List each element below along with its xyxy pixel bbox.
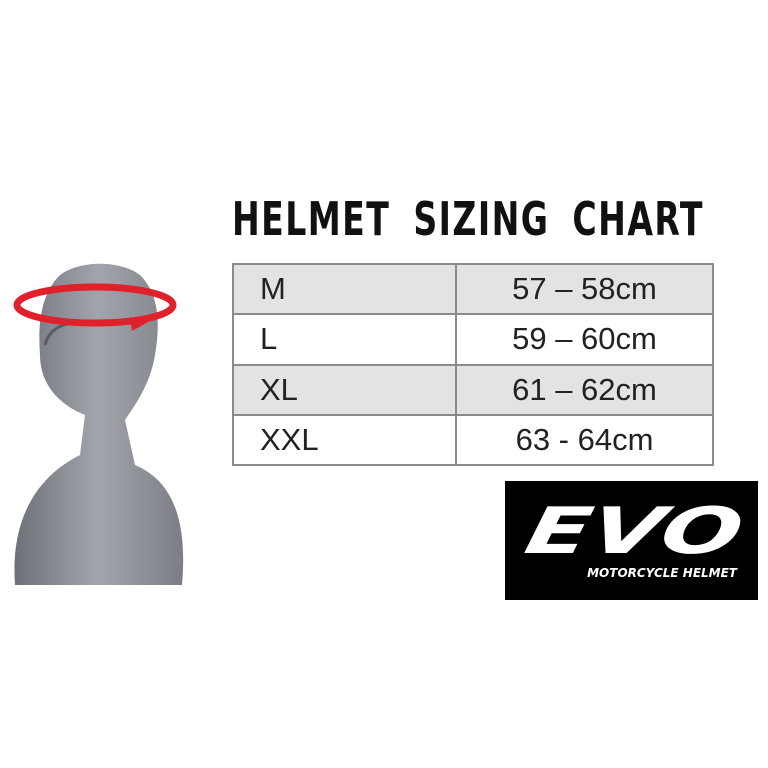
size-cell: XL (232, 363, 457, 416)
size-cell: M (232, 262, 457, 316)
sizing-table: M 57 – 58cm L 59 – 60cm XL 61 – 62cm XXL… (232, 262, 714, 467)
table-row: XXL 63 - 64cm (232, 413, 714, 467)
range-cell: 57 – 58cm (455, 262, 714, 316)
size-cell: L (232, 313, 457, 366)
measurement-arrow-icon (13, 283, 177, 331)
table-row: L 59 – 60cm (232, 313, 714, 366)
chart-title: HELMET SIZING CHART (232, 192, 704, 246)
evo-logo: EVO MOTORCYCLE HELMET (505, 481, 758, 600)
table-row: M 57 – 58cm (232, 262, 714, 316)
mannequin-head-illustration (13, 263, 184, 585)
range-cell: 61 – 62cm (455, 363, 714, 416)
table-row: XL 61 – 62cm (232, 363, 714, 416)
size-cell: XXL (232, 413, 457, 467)
svg-text:MOTORCYCLE HELMET: MOTORCYCLE HELMET (587, 566, 738, 580)
range-cell: 63 - 64cm (455, 413, 714, 467)
svg-text:EVO: EVO (519, 495, 750, 569)
range-cell: 59 – 60cm (455, 313, 714, 366)
